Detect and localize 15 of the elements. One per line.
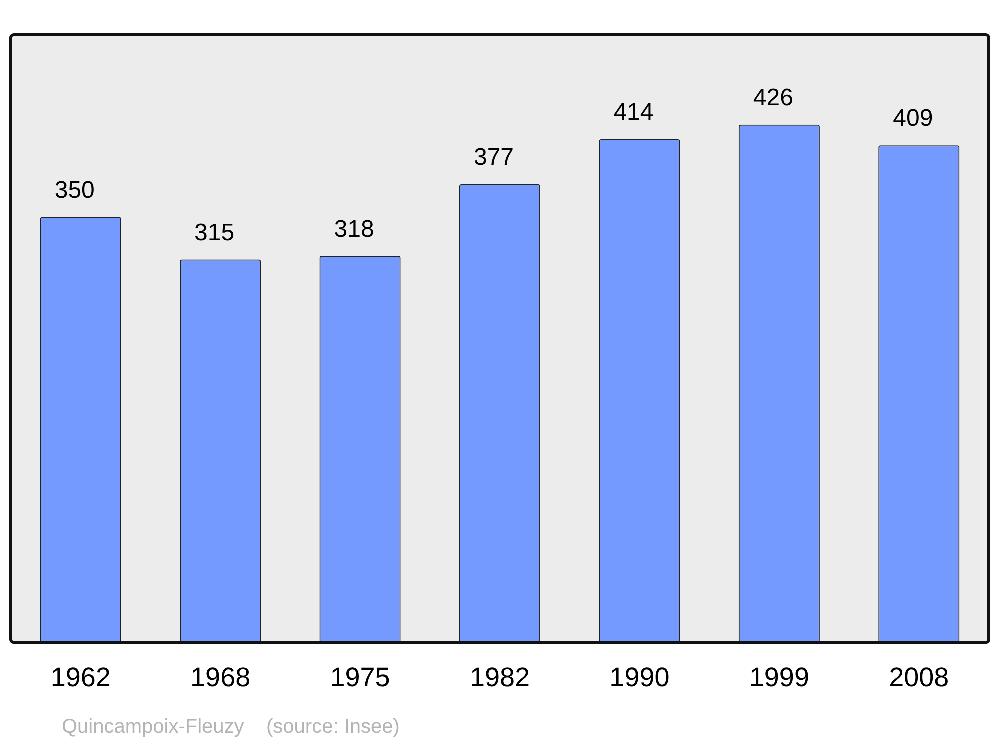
text: Quincampoix-Fleuzy (source: Insee) [62,716,400,739]
x-tick-label: 1968 [190,662,251,692]
data-label: 315 [194,219,235,246]
data-label: 377 [474,144,514,172]
data-label: 350 [54,176,95,204]
x-tick-label: 1982 [470,662,530,692]
x-tick-label: 2008 [889,662,950,692]
data-label: 426 [753,84,794,112]
data-label: 318 [334,216,374,243]
x-tick-label: 1962 [50,662,111,692]
x-tick-label: 1990 [610,662,670,692]
data-label: 409 [893,105,934,132]
data-label: 414 [614,99,654,126]
x-tick-label: 1999 [749,662,810,692]
x-tick-label: 1975 [330,662,390,692]
